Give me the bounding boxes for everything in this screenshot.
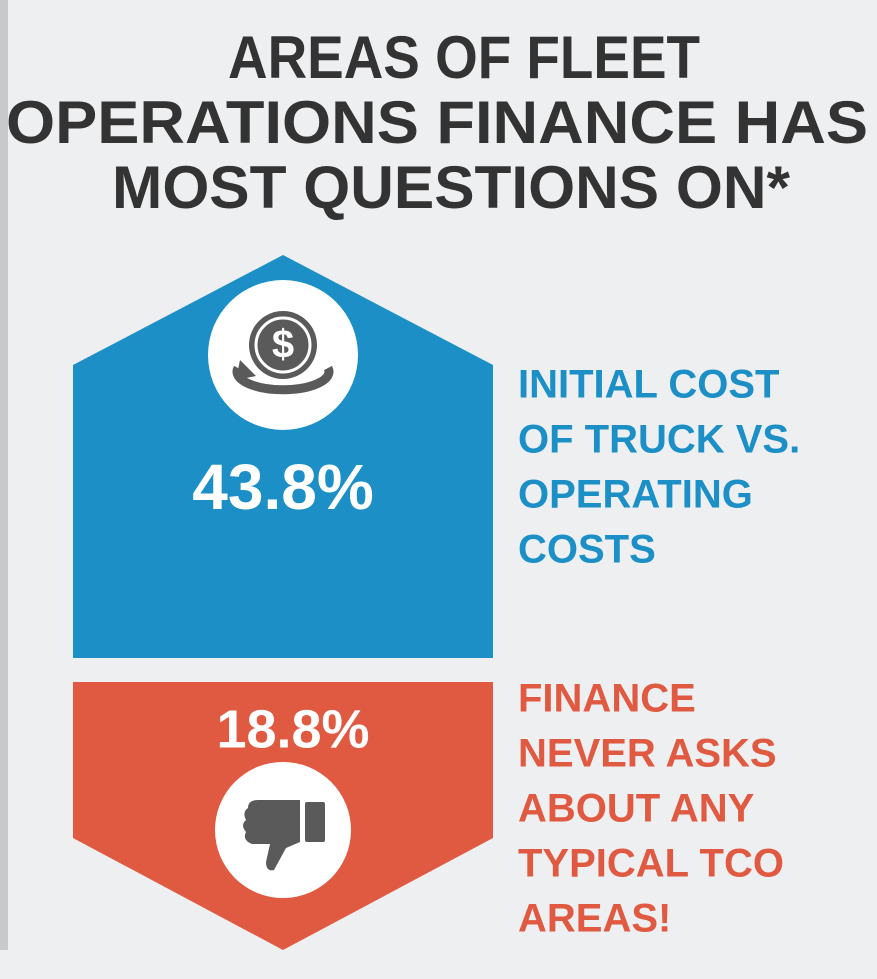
thumbs-down-icon [243,800,325,871]
item-label-line: INITIAL COST [518,363,779,407]
svg-text:$: $ [272,323,294,367]
percentage: 43.8% [192,451,373,523]
title-line: MOST QUESTIONS ON* [112,154,791,221]
item-label-line: OF TRUCK VS. [518,418,800,462]
item-label-line: OPERATING [518,473,753,517]
item-label-line: TYPICAL TCO [518,842,784,886]
item-label-line: NEVER ASKS [518,732,777,776]
item-label-line: ABOUT ANY [518,787,755,831]
blue-hexagon [73,255,493,658]
item-label-line: FINANCE [518,677,696,721]
title-line: AREAS OF FLEET [228,24,700,91]
title-line: OPERATIONS FINANCE HAS [6,89,868,156]
dollar-icon: $ [232,311,334,395]
side-bar [0,0,8,950]
item-label-line: COSTS [518,528,656,572]
labels: INITIAL COST OF TRUCK VS. OPERATING COSTS FI… [518,363,800,941]
percentage: 18.8% [216,699,369,759]
item-label-line: AREAS! [518,897,671,941]
